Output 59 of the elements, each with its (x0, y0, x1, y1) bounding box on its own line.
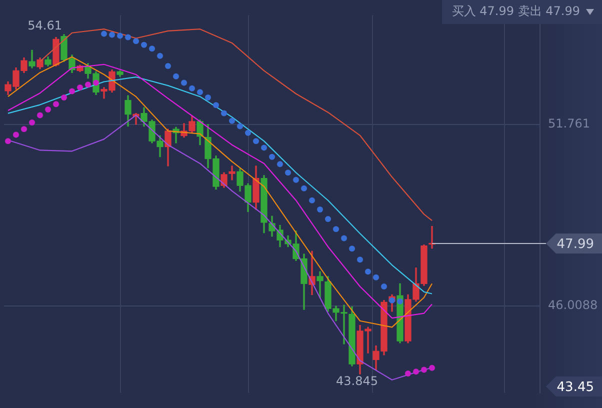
annotation: 43.845 (336, 374, 378, 388)
y-tick-label: 46.0088 (548, 298, 598, 312)
point (317, 206, 323, 213)
y-tick-label: 51.761 (548, 116, 590, 130)
point (101, 30, 107, 37)
point (21, 126, 27, 132)
point (413, 368, 419, 375)
point (253, 138, 259, 144)
point (157, 52, 163, 59)
point (13, 132, 19, 138)
point (109, 32, 115, 38)
annotation: 买入 47.99 卖出 47.99 (452, 3, 580, 20)
point (405, 370, 411, 377)
point (285, 170, 291, 176)
point (117, 32, 123, 39)
point (53, 101, 59, 108)
point (133, 38, 139, 44)
point (301, 185, 307, 192)
point (277, 161, 283, 168)
point (365, 268, 371, 275)
point (173, 73, 179, 80)
point (213, 102, 219, 108)
point (45, 106, 51, 113)
point (237, 123, 243, 130)
point (333, 226, 339, 232)
point (325, 216, 331, 222)
point (29, 119, 35, 126)
point (381, 283, 387, 290)
point (205, 94, 211, 101)
annotation: 54.61 (28, 18, 62, 33)
point (293, 176, 299, 183)
point (357, 256, 363, 263)
point (229, 118, 235, 124)
ref-line-label: 47.99 (556, 236, 594, 252)
point (261, 144, 267, 151)
point (77, 84, 83, 90)
point (349, 246, 355, 252)
point (181, 80, 187, 86)
point (341, 235, 347, 242)
point (69, 88, 75, 94)
point (165, 62, 171, 69)
point (421, 366, 427, 373)
point (5, 138, 11, 144)
point (149, 46, 155, 52)
text: 43.45 (556, 380, 594, 395)
point (189, 85, 195, 92)
point (37, 112, 43, 118)
point (397, 298, 403, 304)
point (309, 197, 315, 204)
point (61, 94, 67, 101)
point (125, 34, 131, 40)
point (141, 42, 147, 48)
point (429, 364, 435, 371)
point (221, 110, 227, 116)
point (85, 82, 91, 88)
point (373, 274, 379, 280)
point (269, 154, 275, 160)
point (245, 130, 251, 136)
point (197, 89, 203, 96)
